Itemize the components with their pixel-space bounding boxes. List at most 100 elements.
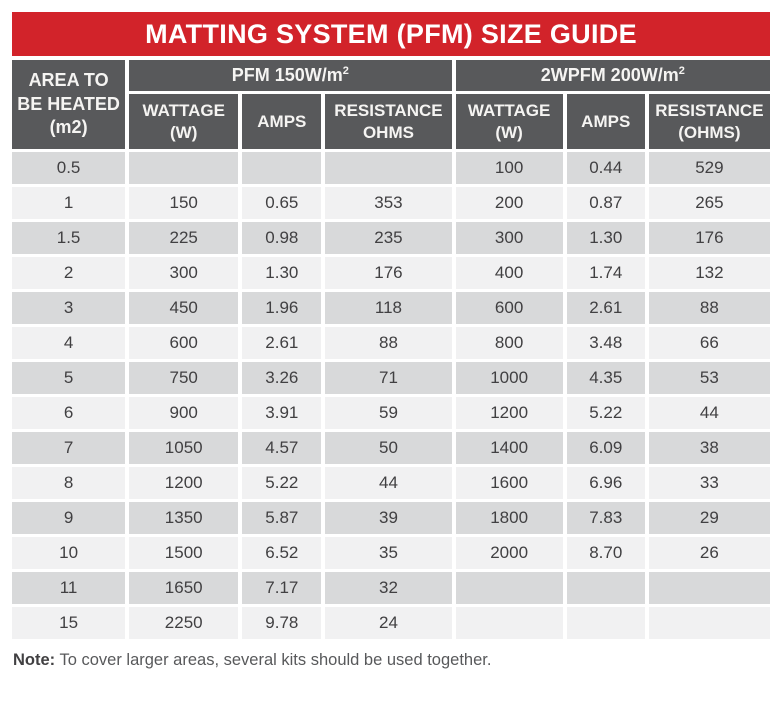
value-cell: 50 [325, 432, 452, 464]
value-cell: 1200 [129, 467, 239, 499]
value-cell: 0.44 [566, 152, 645, 184]
table-row: 1 150 0.65 353 200 0.87 265 [12, 187, 770, 219]
header-wattage-2: WATTAGE (W) [455, 94, 563, 149]
title-bar: MATTING SYSTEM (PFM) SIZE GUIDE [12, 12, 770, 56]
area-cell: 0.5 [12, 152, 126, 184]
table-row: 0.5 100 0.44 529 [12, 152, 770, 184]
value-cell: 5.87 [242, 502, 322, 534]
value-cell: 1.74 [566, 257, 645, 289]
area-cell: 9 [12, 502, 126, 534]
value-cell: 600 [455, 292, 563, 324]
value-cell [566, 572, 645, 604]
value-cell: 0.65 [242, 187, 322, 219]
table-row: 9 1350 5.87 39 1800 7.83 29 [12, 502, 770, 534]
value-cell: 39 [325, 502, 452, 534]
area-cell: 1 [12, 187, 126, 219]
value-cell: 3.26 [242, 362, 322, 394]
value-cell: 225 [129, 222, 239, 254]
value-cell: 2.61 [242, 327, 322, 359]
value-cell: 900 [129, 397, 239, 429]
footnote-text: To cover larger areas, several kits shou… [55, 651, 492, 669]
value-cell: 59 [325, 397, 452, 429]
area-cell: 5 [12, 362, 126, 394]
table-row: 1.5 225 0.98 235 300 1.30 176 [12, 222, 770, 254]
value-cell: 3.91 [242, 397, 322, 429]
value-cell: 100 [455, 152, 563, 184]
value-cell: 2.61 [566, 292, 645, 324]
value-cell: 265 [648, 187, 770, 219]
header-resistance-1: RESISTANCE OHMS [325, 94, 452, 149]
value-cell: 353 [325, 187, 452, 219]
size-table: AREA TO BE HEATED (m2) PFM 150W/m2 2WPFM… [8, 57, 774, 642]
area-cell: 8 [12, 467, 126, 499]
value-cell: 1200 [455, 397, 563, 429]
value-cell: 53 [648, 362, 770, 394]
value-cell: 1500 [129, 537, 239, 569]
value-cell: 300 [129, 257, 239, 289]
value-cell: 300 [455, 222, 563, 254]
area-cell: 11 [12, 572, 126, 604]
area-cell: 6 [12, 397, 126, 429]
header-group-2wpfm200-label: 2WPFM 200W/m [540, 65, 679, 86]
value-cell: 44 [325, 467, 452, 499]
value-cell: 750 [129, 362, 239, 394]
group-header-row: AREA TO BE HEATED (m2) PFM 150W/m2 2WPFM… [12, 60, 770, 149]
value-cell: 24 [325, 607, 452, 639]
value-cell: 118 [325, 292, 452, 324]
table-row: 5 750 3.26 71 1000 4.35 53 [12, 362, 770, 394]
header-area-line2: BE HEATED [17, 93, 120, 114]
sub-header-row: WATTAGE (W) AMPS RESISTANCE OHMS WATTAGE… [12, 94, 770, 149]
value-cell: 132 [648, 257, 770, 289]
value-cell [455, 607, 563, 639]
value-cell: 9.78 [242, 607, 322, 639]
area-cell: 10 [12, 537, 126, 569]
table-row: 15 2250 9.78 24 [12, 607, 770, 639]
area-cell: 15 [12, 607, 126, 639]
value-cell: 1650 [129, 572, 239, 604]
value-cell: 1800 [455, 502, 563, 534]
value-cell [455, 572, 563, 604]
value-cell: 1.96 [242, 292, 322, 324]
value-cell: 5.22 [566, 397, 645, 429]
header-group-pfm150: PFM 150W/m2 [129, 60, 452, 91]
table-row: 2 300 1.30 176 400 1.74 132 [12, 257, 770, 289]
value-cell: 6.52 [242, 537, 322, 569]
header-group-pfm150-label: PFM 150W/m [231, 65, 343, 86]
value-cell: 44 [648, 397, 770, 429]
value-cell: 88 [648, 292, 770, 324]
value-cell: 32 [325, 572, 452, 604]
value-cell: 529 [648, 152, 770, 184]
value-cell: 88 [325, 327, 452, 359]
value-cell: 0.87 [566, 187, 645, 219]
value-cell: 200 [455, 187, 563, 219]
area-cell: 7 [12, 432, 126, 464]
table-row: 4 600 2.61 88 800 3.48 66 [12, 327, 770, 359]
value-cell: 150 [129, 187, 239, 219]
value-cell: 33 [648, 467, 770, 499]
value-cell: 1600 [455, 467, 563, 499]
value-cell: 176 [325, 257, 452, 289]
value-cell: 235 [325, 222, 452, 254]
value-cell [648, 572, 770, 604]
header-group-pfm150-sup: 2 [342, 65, 349, 78]
value-cell: 1.30 [566, 222, 645, 254]
value-cell [325, 152, 452, 184]
header-group-2wpfm200-sup: 2 [678, 65, 685, 78]
header-group-2wpfm200: 2WPFM 200W/m2 [455, 60, 770, 91]
area-cell: 3 [12, 292, 126, 324]
value-cell: 5.22 [242, 467, 322, 499]
value-cell: 6.09 [566, 432, 645, 464]
value-cell: 29 [648, 502, 770, 534]
value-cell: 1350 [129, 502, 239, 534]
value-cell: 400 [455, 257, 563, 289]
page-title: MATTING SYSTEM (PFM) SIZE GUIDE [145, 19, 637, 49]
value-cell: 600 [129, 327, 239, 359]
footnote: Note: To cover larger areas, several kit… [13, 651, 770, 670]
value-cell: 1000 [455, 362, 563, 394]
table-row: 10 1500 6.52 35 2000 8.70 26 [12, 537, 770, 569]
value-cell: 6.96 [566, 467, 645, 499]
value-cell: 66 [648, 327, 770, 359]
table-row: 7 1050 4.57 50 1400 6.09 38 [12, 432, 770, 464]
area-cell: 1.5 [12, 222, 126, 254]
